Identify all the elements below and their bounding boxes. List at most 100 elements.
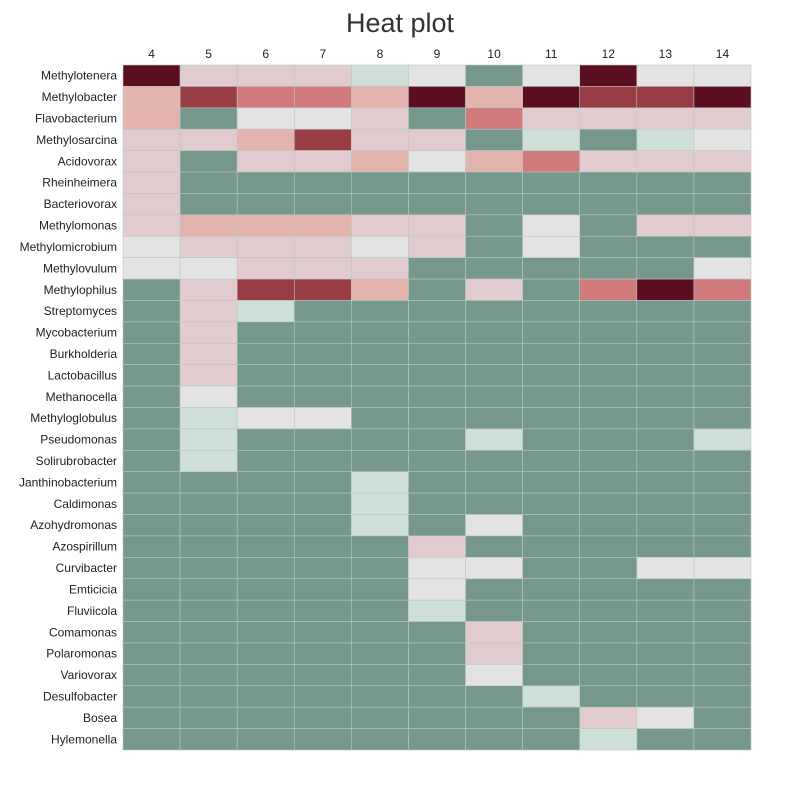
heatmap-cell: [465, 385, 523, 408]
heatmap-cell: [293, 535, 352, 558]
heatmap-cell: [693, 300, 752, 323]
heatmap-cell: [408, 471, 466, 494]
row-label: Methanocella: [46, 390, 118, 404]
heatmap-cell: [693, 514, 752, 537]
heatmap-cell: [636, 150, 695, 173]
heatmap-cell: [293, 471, 352, 494]
heatmap-cell: [351, 621, 409, 644]
heatmap-cell: [351, 706, 409, 729]
heatmap-cell: [522, 514, 581, 537]
heatmap-cell: [293, 664, 352, 687]
heatmap-cell: [179, 578, 238, 601]
heatmap-cell: [351, 214, 409, 237]
heatmap-cell: [579, 342, 638, 365]
heatmap-cell: [122, 685, 181, 708]
heatmap-cell: [351, 235, 409, 258]
heatmap-cell: [236, 728, 295, 751]
heatmap-cell: [351, 321, 409, 344]
heatmap-cell: [579, 578, 638, 601]
heatmap-cell: [465, 235, 523, 258]
heatmap-cell: [293, 578, 352, 601]
heatmap-cell: [522, 300, 581, 323]
heatmap-cell: [693, 428, 752, 451]
heatmap-cell: [179, 278, 238, 301]
row-label: Hylemonella: [51, 732, 117, 746]
heatmap-cell: [351, 64, 409, 87]
heatmap-cell: [351, 642, 409, 665]
heatmap-cell: [179, 107, 238, 130]
heatmap-cell: [122, 342, 181, 365]
heatmap-cell: [522, 407, 581, 430]
heatmap-cell: [693, 706, 752, 729]
heatmap-cell: [293, 599, 352, 622]
heatmap-cell: [522, 214, 581, 237]
heatmap-cell: [179, 64, 238, 87]
heatmap-cell: [351, 471, 409, 494]
heatmap-cell: [465, 257, 523, 280]
heatmap-cell: [351, 193, 409, 216]
heatmap-cell: [693, 171, 752, 194]
heatmap-cell: [522, 578, 581, 601]
column-label: 9: [434, 47, 441, 61]
heatmap-cell: [293, 342, 352, 365]
heatmap-cell: [179, 599, 238, 622]
heatmap-cell: [693, 128, 752, 151]
heatmap-cell: [179, 321, 238, 344]
heatmap-cell: [522, 664, 581, 687]
column-label: 7: [319, 47, 326, 61]
heatmap-cell: [179, 514, 238, 537]
heatmap-cell: [408, 728, 466, 751]
heatmap-cell: [522, 471, 581, 494]
heatmap-cell: [465, 428, 523, 451]
heatmap-cell: [693, 685, 752, 708]
heatmap-cell: [522, 86, 581, 109]
heatmap-cell: [236, 193, 295, 216]
heatmap-cell: [465, 128, 523, 151]
heatmap-cell: [579, 150, 638, 173]
heatmap-cell: [236, 428, 295, 451]
heatmap-cell: [236, 364, 295, 387]
heatmap-cell: [693, 621, 752, 644]
row-label: Methylotenera: [41, 69, 117, 83]
heatmap-cell: [408, 300, 466, 323]
heatmap-cell: [351, 578, 409, 601]
column-label: 13: [659, 47, 673, 61]
heatmap-cell: [236, 321, 295, 344]
heatmap-cell: [465, 64, 523, 87]
heatmap-cell: [236, 557, 295, 580]
heatmap-cell: [179, 557, 238, 580]
heatmap-cell: [465, 193, 523, 216]
heatmap-cell: [122, 300, 181, 323]
heatmap-cell: [522, 706, 581, 729]
heatmap-cell: [293, 407, 352, 430]
heatmap-cell: [693, 235, 752, 258]
heatmap-cell: [522, 557, 581, 580]
heatmap-cell: [408, 321, 466, 344]
heatmap-cell: [579, 557, 638, 580]
heatmap-cell: [293, 300, 352, 323]
heatmap-cell: [579, 257, 638, 280]
row-label: Curvibacter: [56, 561, 117, 575]
heatmap-cell: [693, 193, 752, 216]
heatmap-cell: [636, 342, 695, 365]
heatmap-cell: [236, 107, 295, 130]
heatmap-cell: [293, 385, 352, 408]
heatmap-cell: [293, 642, 352, 665]
heatmap-cell: [636, 514, 695, 537]
heatmap-cell: [522, 385, 581, 408]
heatmap-cell: [236, 535, 295, 558]
heatmap-cell: [179, 471, 238, 494]
row-label: Methylovulum: [43, 261, 117, 275]
row-label: Azospirillum: [52, 540, 117, 554]
heatmap-cell: [122, 364, 181, 387]
heatmap-cell: [179, 150, 238, 173]
heatmap-cell: [579, 450, 638, 473]
heatmap-cell: [636, 428, 695, 451]
heatmap-cell: [122, 257, 181, 280]
heatmap-cell: [522, 342, 581, 365]
heatmap-cell: [579, 685, 638, 708]
heatmap-cell: [579, 86, 638, 109]
heatmap-cell: [351, 257, 409, 280]
heatmap-cell: [465, 407, 523, 430]
heatmap-cell: [522, 685, 581, 708]
